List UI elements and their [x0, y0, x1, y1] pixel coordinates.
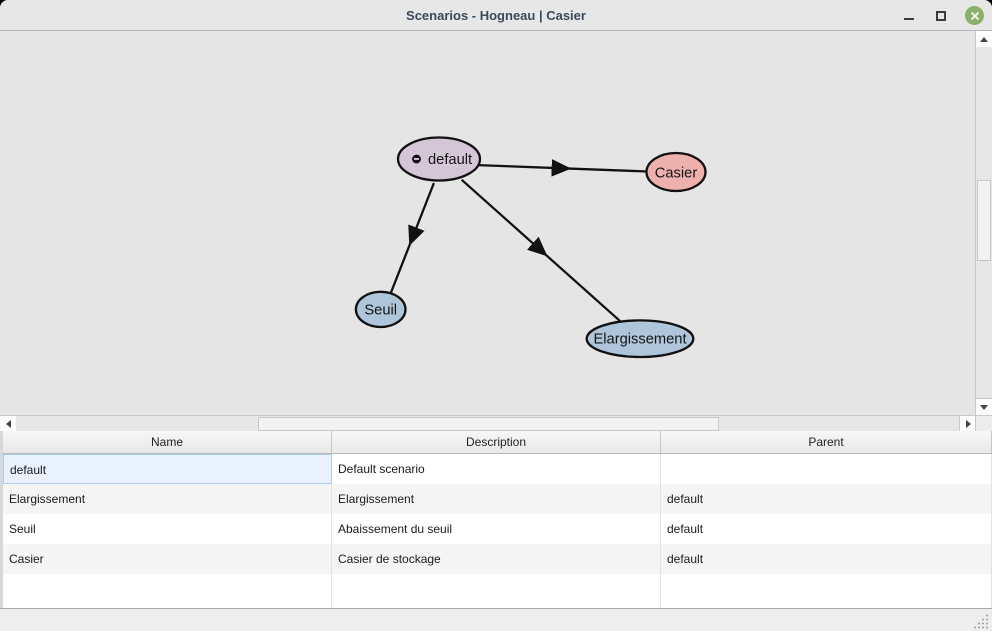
- svg-text:Elargissement: Elargissement: [593, 332, 686, 348]
- svg-text:default: default: [428, 152, 472, 168]
- svg-text:Casier: Casier: [655, 166, 698, 182]
- svg-text:Seuil: Seuil: [364, 303, 397, 319]
